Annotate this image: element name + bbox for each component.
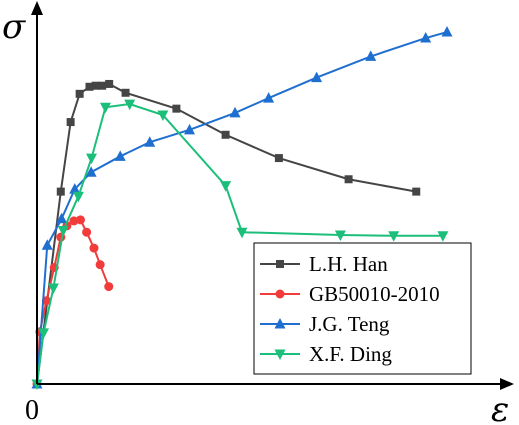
origin-label: 0	[25, 395, 39, 425]
data-point-l-h-han-3	[75, 89, 84, 98]
legend: L.H. Han GB50010-2010 J.G. Teng X.F. Ding	[253, 242, 472, 375]
legend-label-j-g-teng: J.G. Teng	[309, 312, 390, 336]
data-point-x-f-ding-12	[388, 231, 400, 242]
data-point-j-g-teng-2	[56, 212, 68, 224]
data-point-x-f-ding-11	[334, 230, 346, 242]
data-point-x-f-ding-6	[99, 102, 111, 114]
data-point-l-h-han-12	[344, 175, 353, 184]
x-axis-arrow-icon	[500, 378, 514, 390]
series-j-g-teng	[31, 26, 453, 389]
axes	[31, 1, 514, 390]
data-point-j-g-teng-9	[263, 92, 275, 103]
series-x-f-ding	[31, 99, 449, 390]
series-gb50010-2010	[32, 215, 114, 389]
legend-marker-x-f-ding	[274, 349, 286, 360]
data-point-gb50010-2010-8	[82, 227, 92, 237]
data-point-l-h-han-1	[56, 187, 65, 196]
data-point-x-f-ding-10	[236, 227, 248, 239]
data-point-l-h-han-7	[105, 79, 114, 88]
data-point-j-g-teng-3	[69, 183, 81, 194]
data-point-j-g-teng-11	[365, 50, 377, 61]
data-point-x-f-ding-7	[124, 99, 136, 111]
series-line-x-f-ding	[36, 103, 443, 385]
legend-item-x-f-ding: X.F. Ding	[260, 342, 392, 366]
data-point-gb50010-2010-10	[95, 260, 105, 270]
data-point-l-h-han-8	[121, 88, 130, 97]
legend-marker-l-h-han	[276, 260, 284, 268]
legend-item-gb50010-2010: GB50010-2010	[260, 282, 440, 306]
legend-label-l-h-han: L.H. Han	[309, 252, 388, 276]
legend-item-l-h-han: L.H. Han	[260, 252, 388, 276]
data-point-gb50010-2010-11	[104, 282, 114, 292]
data-point-l-h-han-5	[91, 81, 100, 90]
data-point-x-f-ding-1	[38, 328, 50, 339]
legend-items: L.H. Han GB50010-2010 J.G. Teng X.F. Ding	[260, 252, 440, 366]
data-point-x-f-ding-2	[47, 283, 59, 294]
data-point-l-h-han-9	[172, 104, 181, 113]
data-point-j-g-teng-12	[420, 32, 432, 43]
data-point-l-h-han-10	[221, 130, 230, 139]
data-point-gb50010-2010-7	[75, 215, 85, 225]
data-point-l-h-han-11	[274, 154, 283, 163]
data-point-x-f-ding-9	[220, 181, 232, 192]
data-point-l-h-han-6	[98, 81, 107, 90]
legend-marker-j-g-teng	[274, 318, 286, 329]
data-point-j-g-teng-10	[311, 71, 323, 83]
data-point-x-f-ding-3	[57, 225, 69, 237]
data-point-x-f-ding-4	[72, 191, 84, 203]
y-axis-arrow-icon	[31, 1, 43, 15]
data-point-x-f-ding-5	[86, 153, 98, 165]
series-layer	[31, 26, 453, 390]
data-point-j-g-teng-4	[85, 166, 97, 177]
data-point-x-f-ding-13	[437, 231, 449, 242]
y-axis-label: σ	[2, 7, 26, 47]
data-point-gb50010-2010-9	[89, 243, 99, 253]
data-point-x-f-ding-8	[157, 110, 169, 122]
legend-item-j-g-teng: J.G. Teng	[260, 312, 390, 336]
data-point-j-g-teng-1	[41, 239, 53, 250]
data-point-j-g-teng-13	[441, 26, 453, 37]
legend-label-x-f-ding: X.F. Ding	[309, 342, 392, 366]
data-point-j-g-teng-7	[184, 123, 196, 135]
series-line-j-g-teng	[36, 31, 448, 385]
data-point-l-h-han-2	[66, 118, 75, 127]
x-axis-label: ε	[491, 390, 509, 425]
legend-marker-gb50010-2010	[275, 289, 285, 299]
legend-label-gb50010-2010: GB50010-2010	[309, 282, 440, 306]
data-point-l-h-han-4	[85, 82, 94, 91]
data-point-j-g-teng-6	[144, 136, 156, 147]
data-point-j-g-teng-5	[114, 150, 126, 161]
data-point-j-g-teng-8	[229, 106, 241, 118]
data-point-l-h-han-13	[412, 187, 421, 196]
